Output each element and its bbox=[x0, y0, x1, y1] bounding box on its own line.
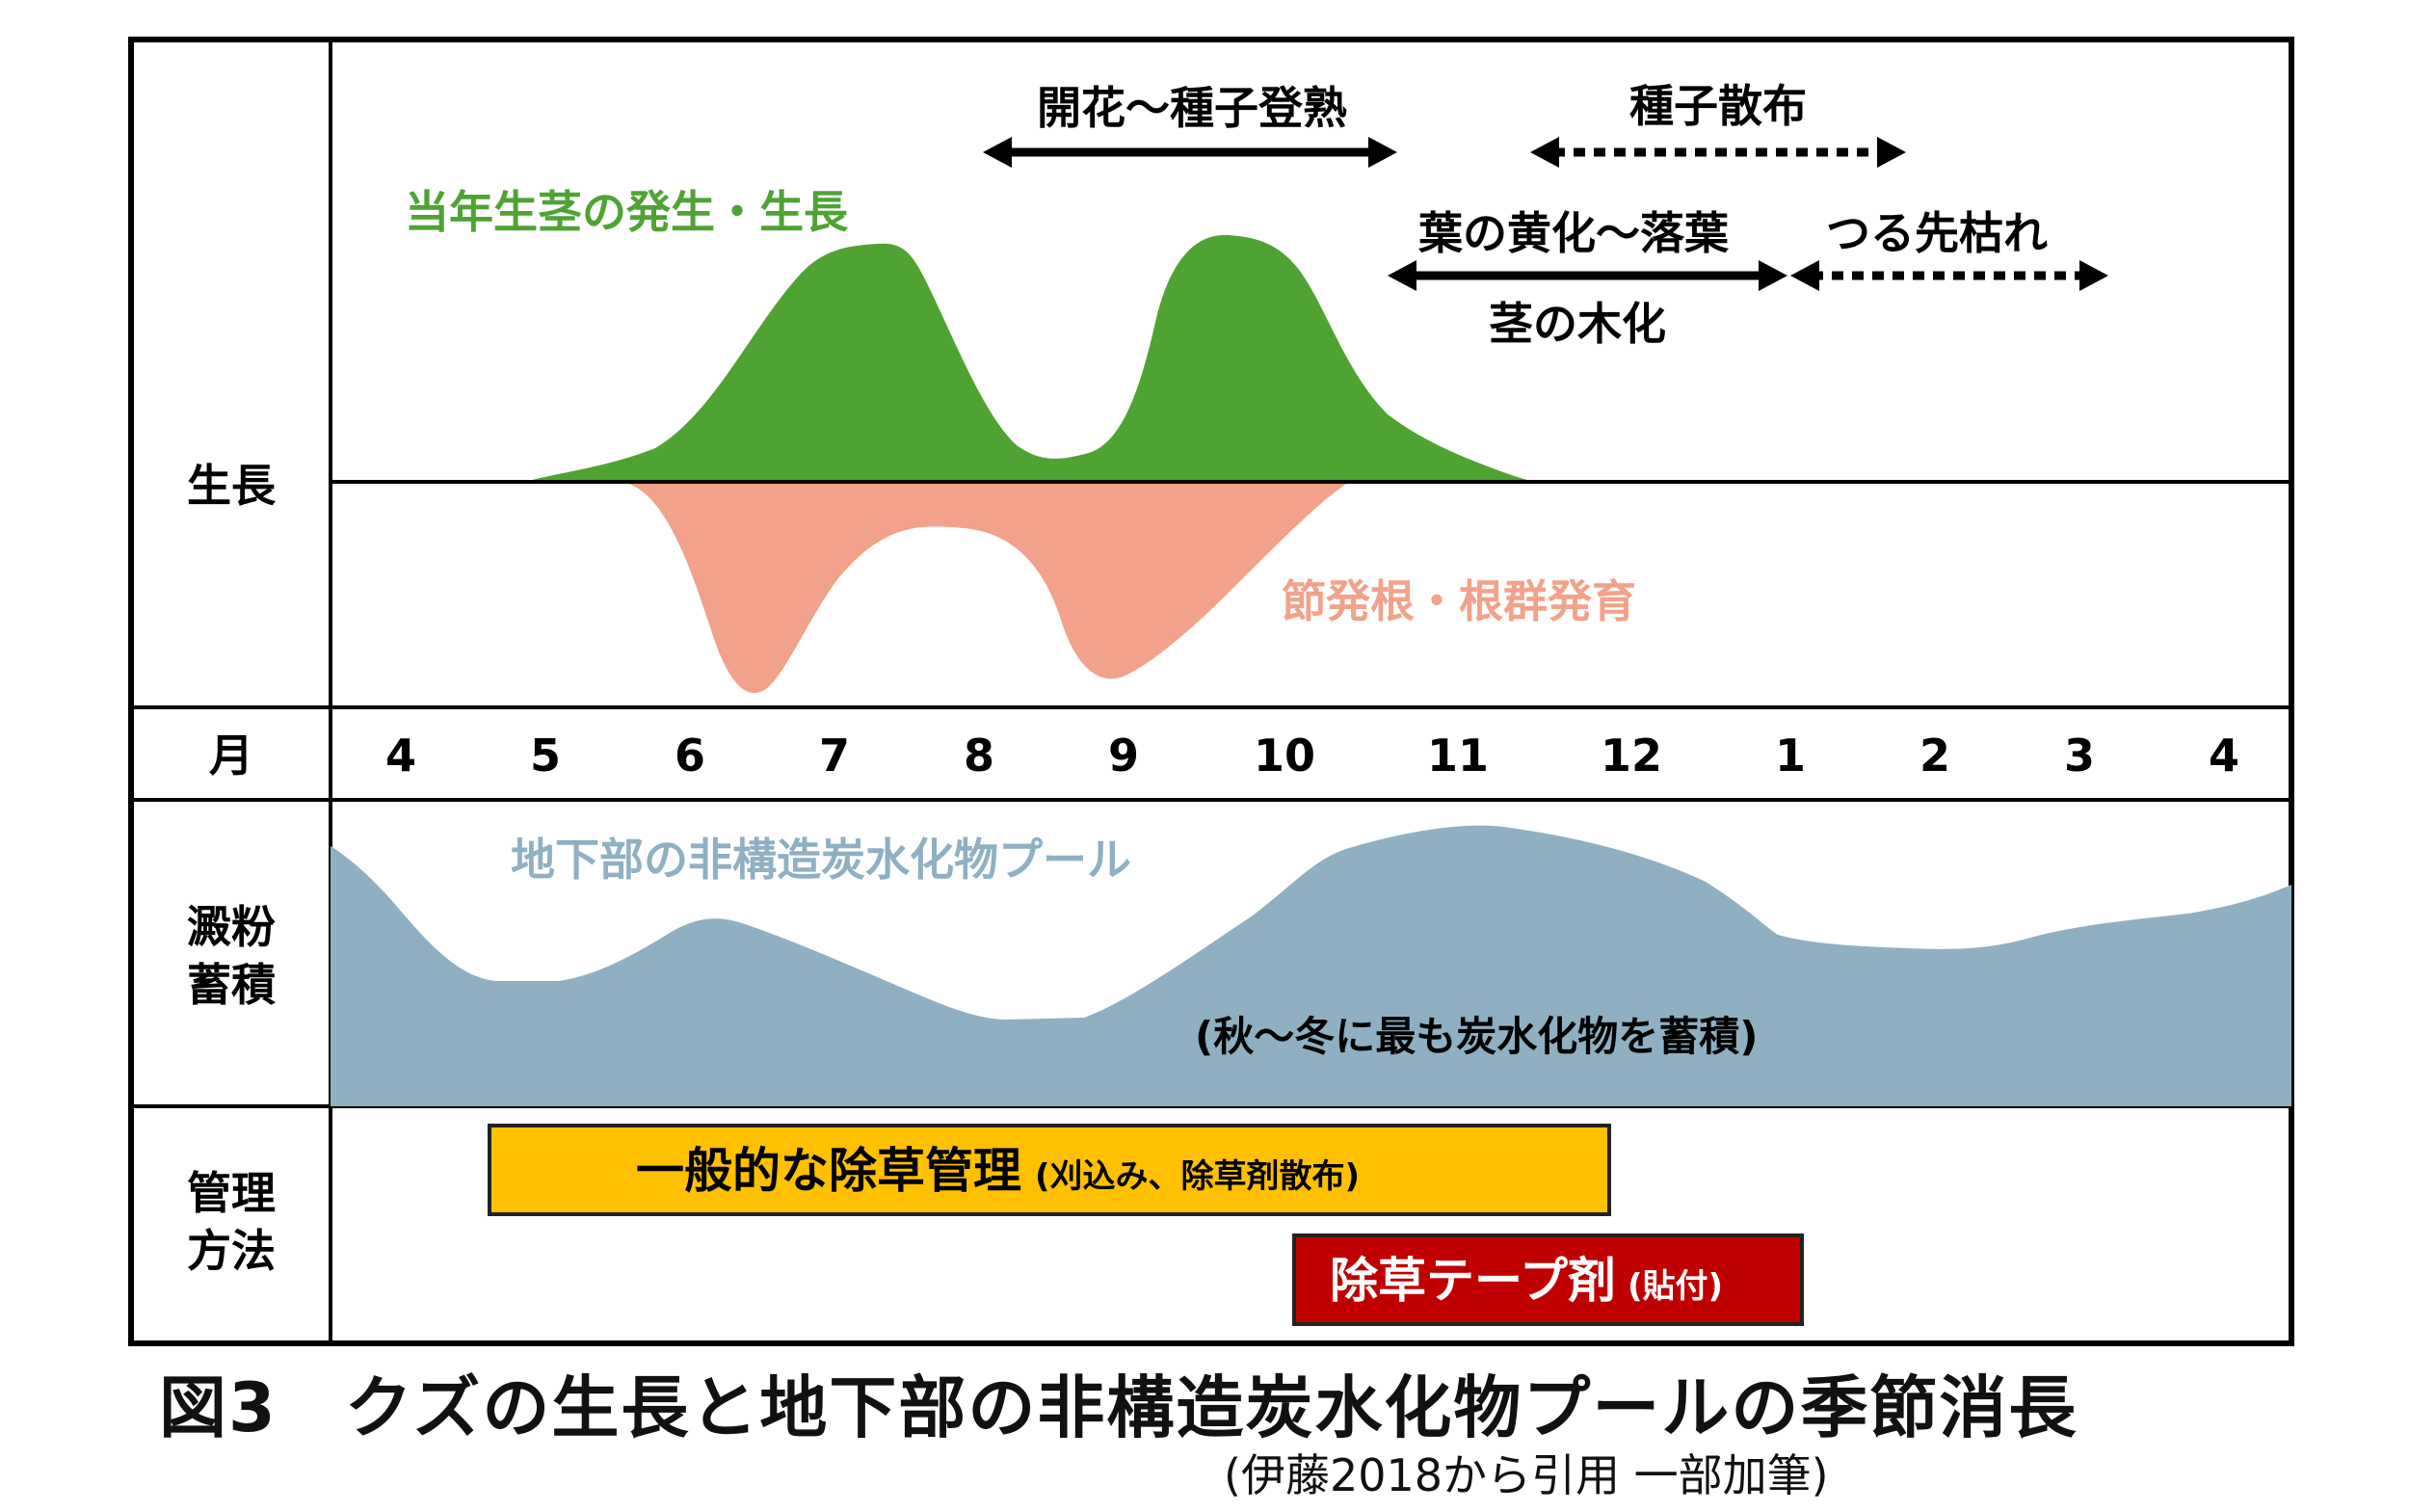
general-weeding-bar bbox=[488, 1124, 1611, 1216]
carbohydrate-pool-label: 地下部の非構造炭水化物プール bbox=[511, 834, 1131, 886]
starch-row-label-2: 蓄積 bbox=[187, 959, 276, 1011]
month-label: 9 bbox=[1108, 729, 1139, 782]
month-label: 12 bbox=[1601, 729, 1662, 782]
month-label: 8 bbox=[964, 729, 994, 782]
weeding-tape-bar bbox=[1292, 1233, 1804, 1326]
figure-source: (伊藤2018から引用 一部加筆) bbox=[1224, 1449, 1829, 1501]
stem-growth-area bbox=[525, 234, 1542, 482]
mgmt-row-label-1: 管理 bbox=[187, 1167, 276, 1219]
seed-dispersal-label: 種子散布 bbox=[1629, 80, 1807, 132]
month-label: 6 bbox=[675, 729, 705, 782]
figure-title: クズの生長と地下部の非構造炭水化物プールの季節消長 bbox=[344, 1368, 2078, 1447]
month-label: 7 bbox=[819, 729, 850, 782]
root-growth-area bbox=[617, 482, 1349, 694]
figure-number: 図3 bbox=[159, 1368, 278, 1447]
month-axis: 月 4 5 6 7 8 9 10 11 12 1 2 3 4 bbox=[209, 729, 2239, 782]
month-row-label: 月 bbox=[209, 729, 253, 782]
figure-caption: 図3 クズの生長と地下部の非構造炭水化物プールの季節消長 bbox=[159, 1354, 2078, 1451]
vine-tip-dieback-label: つる先枯れ bbox=[1826, 207, 2048, 259]
month-label: 5 bbox=[530, 729, 561, 782]
growth-row-label: 生長 bbox=[187, 460, 277, 512]
leaf-yellowing-arrow bbox=[1388, 260, 1787, 291]
flowering-arrow bbox=[983, 137, 1397, 168]
starch-panel: 澱粉 蓄積 地下部の非構造炭水化物プール (秋〜冬に最も炭水化物を蓄積) bbox=[187, 825, 2291, 1106]
carbohydrate-note: (秋〜冬に最も炭水化物を蓄積) bbox=[1195, 1013, 1758, 1060]
carbohydrate-pool-area bbox=[331, 825, 2291, 1106]
general-weeding-label: 一般的な除草管理 (刈込み、除草剤散布) bbox=[636, 1143, 1360, 1199]
mgmt-row-label-2: 方法 bbox=[187, 1225, 276, 1277]
month-labels: 4 5 6 7 8 9 10 11 12 1 2 3 4 bbox=[385, 729, 2239, 782]
growth-panel: 生長 当年生茎の発生・生長 節発根・根群発育 開花〜種子登熟 種子散布 葉の黄化… bbox=[187, 80, 2291, 694]
starch-row-label-1: 澱粉 bbox=[187, 901, 276, 953]
month-label: 1 bbox=[1775, 729, 1806, 782]
leaf-yellowing-label: 葉の黄化〜落葉 bbox=[1417, 207, 1730, 259]
month-label: 11 bbox=[1427, 729, 1489, 782]
stem-growth-label: 当年生茎の発生・生長 bbox=[405, 186, 849, 238]
month-label: 10 bbox=[1254, 729, 1315, 782]
month-label: 3 bbox=[2064, 729, 2095, 782]
vine-tip-dieback-arrow bbox=[1790, 260, 2108, 291]
stem-lignification-label: 茎の木化 bbox=[1489, 298, 1666, 350]
month-label: 4 bbox=[385, 729, 416, 782]
flowering-label: 開花〜種子登熟 bbox=[1037, 82, 1347, 134]
month-label: 4 bbox=[2209, 729, 2239, 782]
weeding-tape-label: 除草テープ剤 (貼付) bbox=[1330, 1253, 1723, 1309]
management-panel: 管理 方法 一般的な除草管理 (刈込み、除草剤散布) 除草テープ剤 (貼付) bbox=[187, 1124, 1804, 1326]
month-label: 2 bbox=[1919, 729, 1950, 782]
seed-dispersal-arrow bbox=[1530, 137, 1906, 168]
root-growth-label: 節発根・根群発育 bbox=[1282, 575, 1636, 627]
